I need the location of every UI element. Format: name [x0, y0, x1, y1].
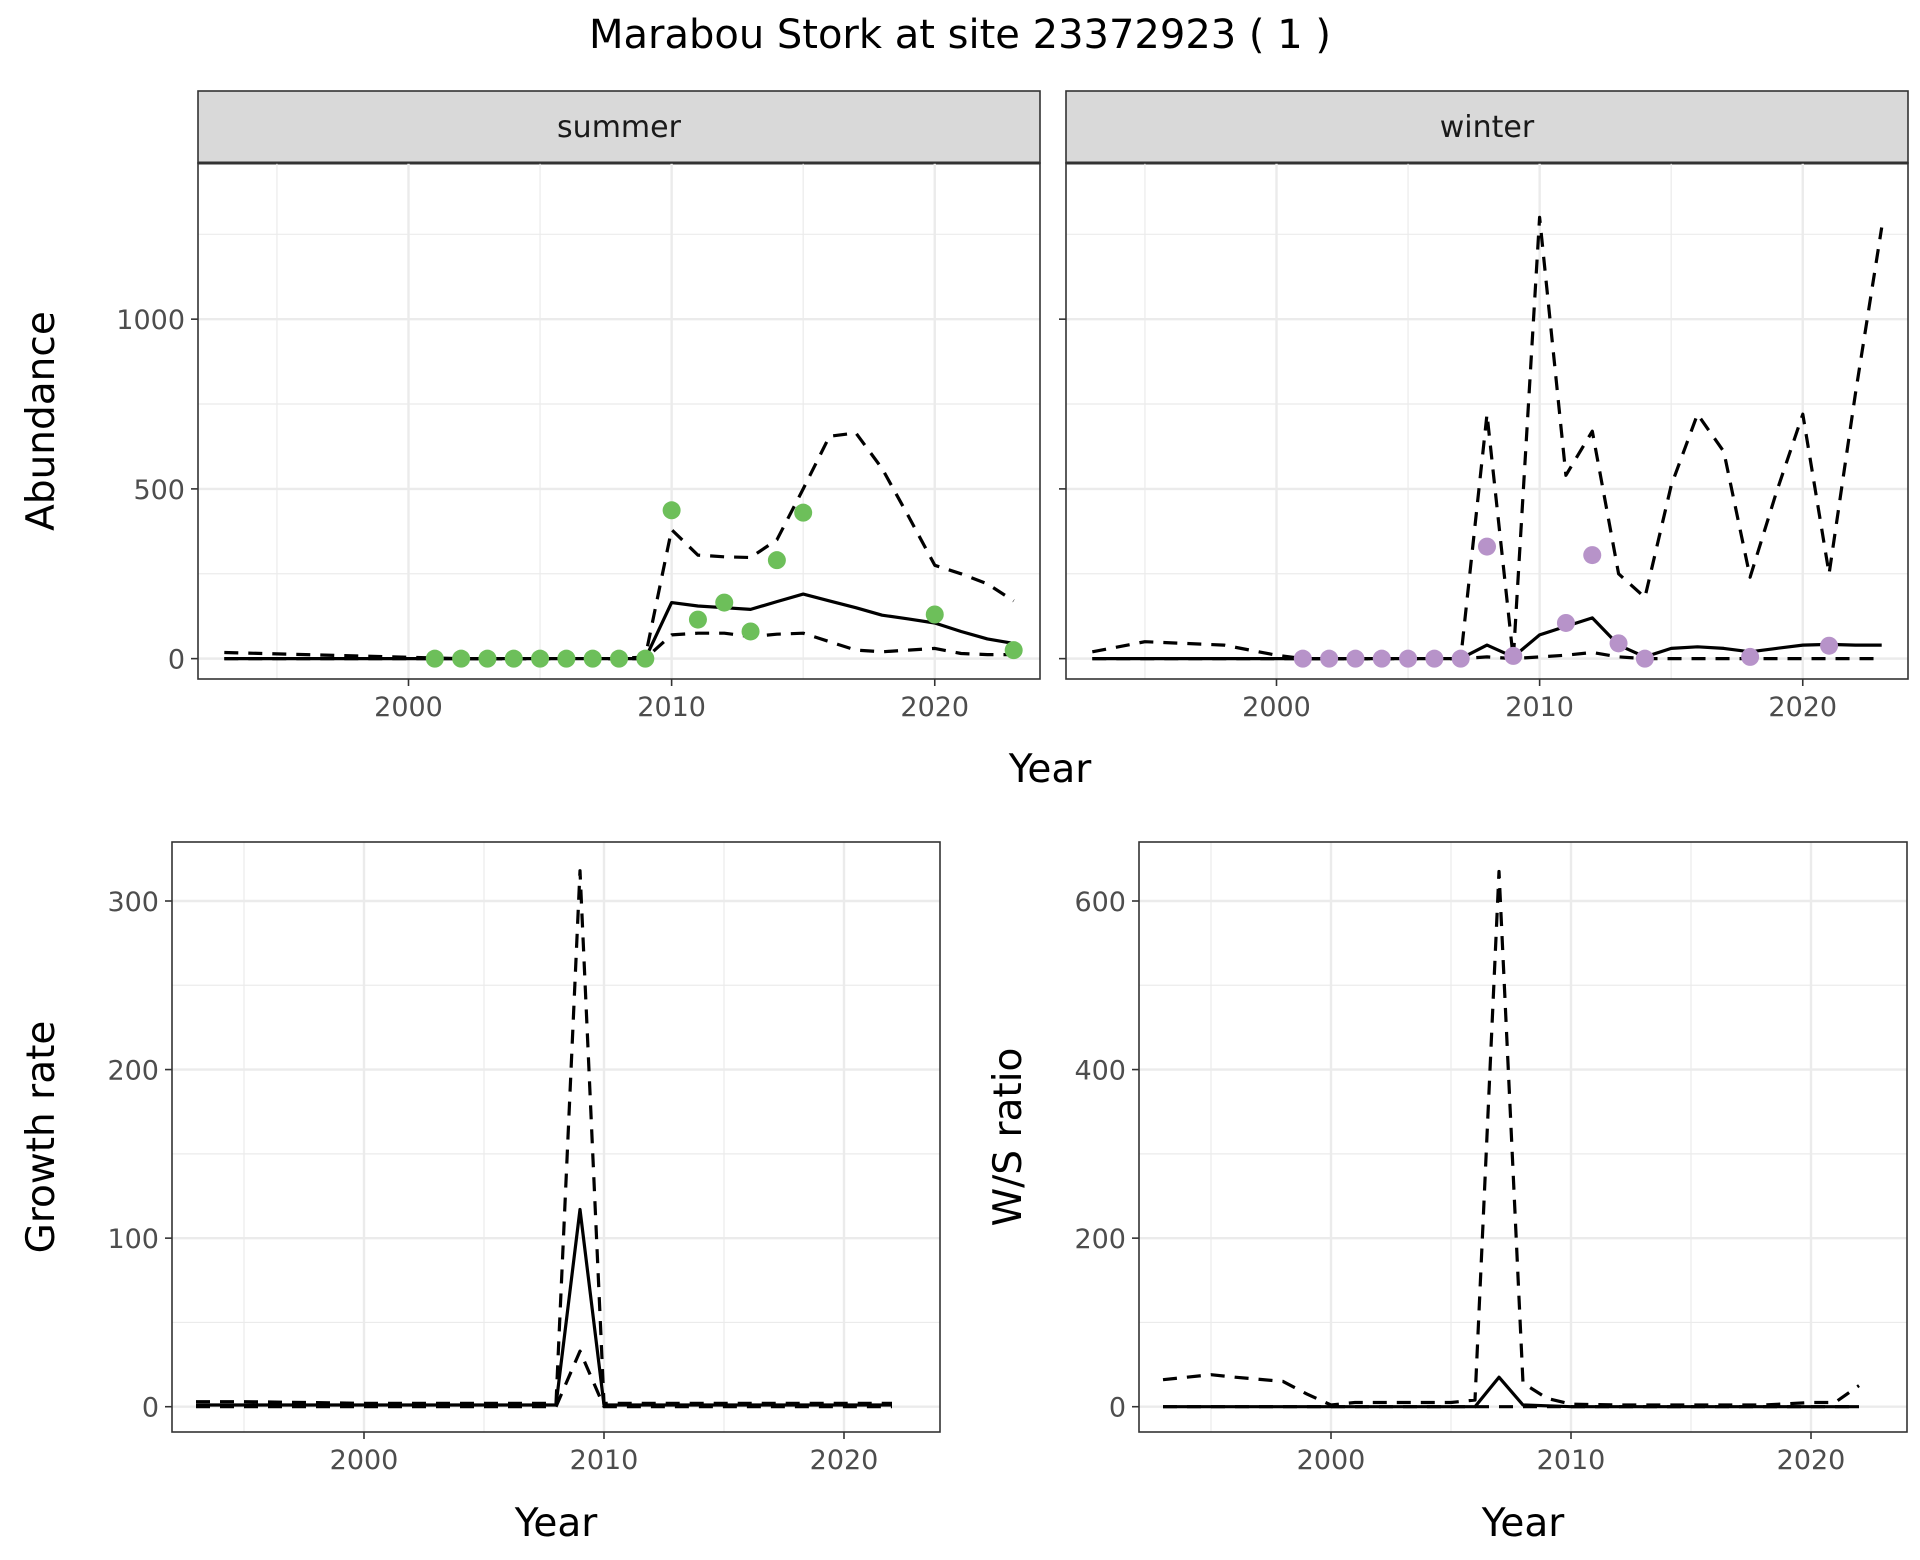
strip-winter — [1066, 91, 1908, 163]
data-point — [1556, 613, 1575, 632]
data-point — [794, 503, 813, 522]
x-tick-label: 2000 — [374, 692, 443, 723]
data-point — [715, 593, 734, 612]
series-line-interval — [196, 1349, 892, 1409]
y-tick-label: 1000 — [116, 305, 185, 336]
data-point — [1451, 649, 1470, 668]
data-point — [662, 501, 681, 520]
x-tick-label: 2020 — [900, 692, 969, 723]
panel-border — [1065, 162, 1909, 680]
data-point — [1820, 636, 1839, 655]
y-tick-label: 500 — [133, 475, 185, 506]
x-tick-label: 2000 — [1297, 1445, 1366, 1476]
data-point — [1293, 649, 1312, 668]
data-point — [478, 649, 497, 668]
data-point — [531, 649, 550, 668]
strip-summer — [198, 91, 1040, 163]
series-group — [1091, 215, 1884, 668]
series-line-interval — [1091, 215, 1884, 661]
x-axis-title: Year — [1481, 1501, 1566, 1546]
y-tick-label: 0 — [1109, 1393, 1126, 1424]
x-tick-label: 2010 — [637, 692, 706, 723]
panel-ratio: 2000 2010 2020 0 200 400 600 W/S ratio Year — [986, 841, 1908, 1546]
series-line-mean — [1092, 616, 1882, 661]
y-axis-title: W/S ratio — [986, 1048, 1031, 1227]
y-tick-label: 100 — [107, 1224, 159, 1255]
data-point — [1425, 649, 1444, 668]
data-point — [1504, 646, 1523, 665]
data-point — [1741, 647, 1760, 666]
y-tick-label: 200 — [107, 1056, 159, 1087]
data-point — [425, 649, 444, 668]
series-group — [224, 431, 1023, 668]
data-point — [1346, 649, 1365, 668]
data-point — [1583, 546, 1602, 565]
y-tick-label: 200 — [1074, 1224, 1126, 1255]
y-tick-label: 600 — [1074, 887, 1126, 918]
data-point — [1399, 649, 1418, 668]
series-line-interval — [224, 631, 1014, 661]
top-x-axis-title: Year — [1008, 747, 1093, 792]
x-tick-label: 2000 — [330, 1445, 399, 1476]
panel-summer: summer 2000 2010 2020 0 500 1000 Abundance — [19, 90, 1041, 723]
data-point — [1609, 634, 1628, 653]
x-axis-title: Year — [514, 1501, 599, 1546]
series-line-interval — [196, 869, 892, 1405]
x-tick-label: 2020 — [1768, 692, 1837, 723]
y-tick-label: 300 — [107, 887, 159, 918]
data-point — [452, 649, 471, 668]
data-point — [557, 649, 576, 668]
data-point — [583, 649, 602, 668]
data-point — [1478, 537, 1496, 556]
series-line-mean — [224, 592, 1014, 661]
series-line-interval — [1092, 650, 1882, 661]
y-tick-label: 400 — [1074, 1056, 1126, 1087]
series-line-mean — [196, 1207, 892, 1407]
panel-growth: 2000 2010 2020 0 100 200 300 Growth rate Year — [19, 841, 941, 1546]
data-point — [1004, 641, 1023, 660]
data-point — [1372, 649, 1391, 668]
panel-border — [197, 162, 1041, 680]
panel-border — [1138, 841, 1908, 1433]
x-tick-label: 2010 — [1505, 692, 1574, 723]
series-line-interval — [224, 431, 1015, 661]
strip-label-summer: summer — [557, 110, 682, 145]
x-tick-label: 2000 — [1242, 692, 1311, 723]
data-point — [767, 551, 786, 570]
series-group — [196, 869, 892, 1409]
series-line-interval — [1162, 869, 1860, 1407]
strip-label-winter: winter — [1440, 110, 1535, 145]
data-point — [1635, 649, 1654, 668]
y-tick-label: 0 — [142, 1393, 159, 1424]
y-tick-label: 0 — [168, 645, 185, 676]
panel-winter: winter 2000 2010 2020 — [1059, 90, 1909, 723]
panel-border — [171, 841, 941, 1433]
x-tick-label: 2020 — [1777, 1445, 1846, 1476]
data-point — [636, 649, 655, 668]
data-point — [925, 605, 944, 624]
y-axis-title: Abundance — [19, 311, 64, 531]
x-tick-label: 2010 — [1537, 1445, 1606, 1476]
data-point — [1320, 649, 1339, 668]
x-tick-label: 2020 — [810, 1445, 879, 1476]
data-point — [688, 610, 707, 629]
data-point — [741, 622, 760, 641]
data-point — [504, 649, 523, 668]
series-group — [1162, 869, 1860, 1409]
data-point — [610, 649, 628, 668]
y-axis-title: Growth rate — [19, 1021, 64, 1254]
figure-title: Marabou Stork at site 23372923 ( 1 ) — [589, 12, 1331, 58]
x-tick-label: 2010 — [570, 1445, 639, 1476]
